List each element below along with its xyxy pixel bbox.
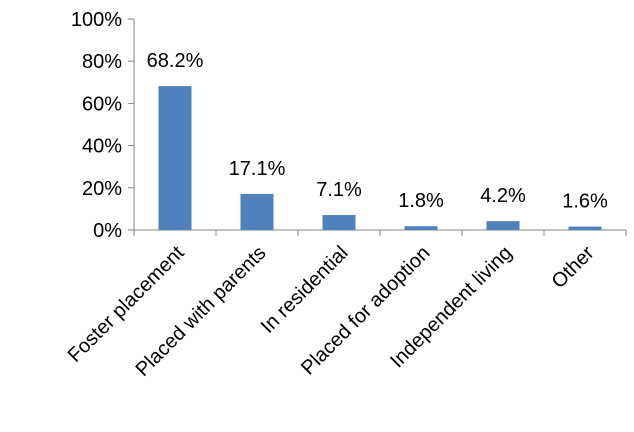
chart-labels: 0%20%40%60%80%100%68.2%Foster placement1… — [64, 9, 608, 381]
chart-bars — [158, 86, 602, 231]
y-tick-label: 100% — [71, 9, 122, 31]
chart-axes — [128, 18, 627, 236]
data-label: 17.1% — [229, 158, 286, 180]
y-tick-label: 80% — [82, 51, 122, 73]
bar — [486, 221, 520, 230]
y-tick-label: 20% — [82, 178, 122, 200]
data-label: 7.1% — [316, 179, 362, 201]
y-tick-label: 0% — [93, 220, 122, 242]
bar — [240, 193, 274, 230]
bar — [568, 226, 602, 230]
data-label: 1.8% — [398, 190, 444, 212]
bar — [404, 226, 438, 230]
y-tick-label: 60% — [82, 93, 122, 115]
data-label: 4.2% — [480, 185, 526, 207]
x-category-label: Other — [548, 242, 599, 293]
y-tick-label: 40% — [82, 136, 122, 158]
bar — [322, 215, 356, 230]
bar — [158, 86, 192, 231]
data-label: 1.6% — [562, 191, 608, 213]
data-label: 68.2% — [147, 50, 204, 72]
